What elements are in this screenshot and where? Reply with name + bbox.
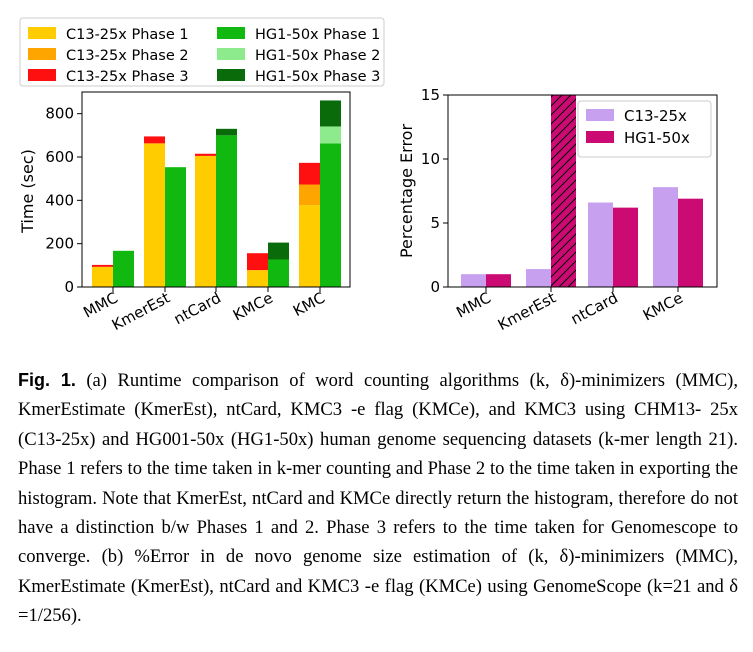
caption-line: histogram, therefore do not have a disti… [18, 487, 738, 539]
runtime-bar-ntcard-c13-25x-phase1 [195, 155, 216, 287]
error-legend-label: C13-25x [624, 107, 687, 125]
error-legend-swatch [586, 131, 614, 143]
error-bar-ntcard-c13-25x [588, 202, 613, 287]
runtime-legend-label: C13-25x Phase 2 [66, 48, 189, 64]
runtime-legend-swatch [28, 48, 56, 60]
runtime-bar-mmc-c13-25x-phase1 [92, 266, 113, 287]
error-x-tick-label: KmerEst [495, 289, 559, 335]
caption-line: (k, δ)-minimizers (MMC), KmerEstimate (K… [18, 546, 738, 597]
runtime-y-tick-label: 200 [45, 235, 74, 253]
caption-line: 25x (C13-25x) and HG001-50x (HG1-50x) hu… [18, 399, 738, 450]
runtime-bar-kmc-hg1-50x-phase3 [320, 100, 341, 127]
error-x-ticks: MMC KmerEst ntCard KMCe [453, 287, 686, 334]
figure-caption: Fig. 1. (a) Runtime comparison of word c… [18, 366, 738, 631]
error-y-tick-label: 0 [430, 278, 440, 296]
error-bar-hatch [551, 95, 576, 287]
error-legend-swatch [586, 109, 614, 121]
error-y-ticks: 0 5 10 15 [421, 86, 448, 296]
runtime-x-tick-label: ntCard [171, 289, 224, 329]
runtime-bar-ntcard-hg1-50x-phase3 [216, 128, 237, 136]
error-bar-kmerest-c13-25x [526, 269, 551, 287]
error-y-axis-label: Percentage Error [397, 124, 416, 259]
error-y-tick-label: 5 [430, 214, 440, 232]
runtime-bar-kmce-c13-25x-phase3 [247, 253, 268, 271]
caption-line: taken in exporting the histogram. Note t… [18, 458, 738, 509]
error-bar-mmc-c13-25x [461, 274, 486, 287]
runtime-bar-kmc-c13-25x-phase2 [299, 184, 320, 206]
caption-line: KmerEstimate (KmerEst), ntCard, KMC3 -e … [18, 399, 702, 421]
runtime-legend-swatch [28, 27, 56, 39]
runtime-y-tick-label: 600 [45, 148, 74, 166]
runtime-bar-kmc-c13-25x-phase3 [299, 162, 320, 185]
runtime-bar-kmce-hg1-50x-phase3 [268, 242, 289, 260]
error-x-tick-label: MMC [453, 289, 494, 322]
caption-line: length 21). Phase 1 refers to the time t… [18, 428, 738, 480]
runtime-y-tick-label: 400 [45, 191, 74, 209]
runtime-x-tick-label: KMCe [230, 289, 276, 325]
runtime-legend-label: C13-25x Phase 3 [66, 69, 189, 85]
error-plot-frame [447, 94, 718, 288]
runtime-y-axis-label: Time (sec) [18, 149, 37, 234]
caption-line: (a) Runtime comparison of word counting … [75, 370, 738, 391]
runtime-legend-swatch [217, 69, 245, 81]
caption-line: using GenomeScope (k=21 and δ =1/256). [18, 575, 739, 627]
runtime-bar-kmc-hg1-50x-phase1 [320, 143, 341, 287]
runtime-bar-kmerest-c13-25x-phase1 [144, 143, 165, 287]
error-chart: 0 5 10 15 MMC KmerEst ntCard KMCe Percentage E… [397, 86, 718, 334]
runtime-legend-label: C13-25x Phase 1 [66, 27, 189, 43]
runtime-bar-kmc-hg1-50x-phase2 [320, 126, 341, 144]
runtime-legend-swatch [217, 48, 245, 60]
caption-label: Fig. 1. [18, 370, 76, 390]
runtime-y-tick-label: 800 [45, 105, 74, 123]
runtime-legend-swatch [28, 69, 56, 81]
error-legend-label: HG1-50x [624, 129, 690, 147]
runtime-y-ticks: 0 200 400 600 800 [45, 105, 82, 296]
runtime-plot-frame [81, 91, 351, 288]
error-y-tick-label: 10 [421, 150, 440, 168]
error-bar-ntcard-hg1-50x [613, 207, 638, 287]
runtime-bar-ntcard-hg1-50x-phase1 [216, 135, 237, 287]
error-x-tick-label: ntCard [568, 289, 621, 329]
runtime-bar-kmc-c13-25x-phase1 [299, 205, 320, 287]
error-bar-kmce-hg1-50x [678, 198, 703, 287]
runtime-legend: C13-25x Phase 1 C13-25x Phase 2 C13-25x Ph… [19, 17, 385, 87]
runtime-legend-label: HG1-50x Phase 2 [255, 48, 380, 64]
runtime-bar-mmc-c13-25x-phase3 [92, 264, 113, 267]
runtime-bars [92, 100, 341, 287]
error-bar-mmc-hg1-50x [486, 274, 511, 287]
error-bars [461, 95, 703, 287]
error-y-tick-label: 15 [421, 86, 440, 104]
runtime-x-tick-label: KmerEst [109, 289, 173, 335]
runtime-bar-kmerest-c13-25x-phase3 [144, 136, 165, 144]
runtime-bar-mmc-hg1-50x-phase1 [113, 250, 134, 287]
runtime-x-tick-label: KMC [290, 289, 328, 321]
runtime-legend-label: HG1-50x Phase 3 [255, 69, 380, 85]
caption-line: time taken for Genomescope to converge. … [18, 517, 738, 568]
runtime-bar-kmce-c13-25x-phase1 [247, 270, 268, 287]
error-legend: C13-25x HG1-50x [577, 100, 712, 158]
error-x-tick-label: KMCe [640, 289, 686, 325]
runtime-bar-kmce-hg1-50x-phase1 [268, 259, 289, 287]
runtime-y-tick-label: 0 [64, 278, 74, 296]
runtime-bar-kmerest-hg1-50x-phase1 [165, 167, 186, 287]
error-bar-kmce-c13-25x [653, 187, 678, 287]
runtime-legend-swatch [217, 27, 245, 39]
runtime-bar-ntcard-c13-25x-phase3 [195, 153, 216, 156]
runtime-legend-label: HG1-50x Phase 1 [255, 27, 380, 43]
